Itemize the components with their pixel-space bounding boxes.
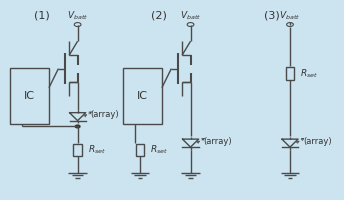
- Text: $R_{set}$: $R_{set}$: [88, 144, 106, 156]
- Circle shape: [75, 125, 80, 128]
- Text: (array): (array): [90, 110, 119, 119]
- FancyBboxPatch shape: [73, 144, 82, 156]
- FancyBboxPatch shape: [286, 67, 294, 80]
- Text: $R_{set}$: $R_{set}$: [150, 144, 168, 156]
- Text: $V_{batt}$: $V_{batt}$: [67, 9, 88, 22]
- Text: (array): (array): [303, 137, 331, 146]
- Text: $V_{batt}$: $V_{batt}$: [180, 9, 201, 22]
- Text: $V_{batt}$: $V_{batt}$: [279, 9, 301, 22]
- Text: IC: IC: [137, 91, 148, 101]
- Text: (1): (1): [34, 11, 50, 21]
- Text: IC: IC: [24, 91, 35, 101]
- Text: (3): (3): [264, 11, 279, 21]
- FancyBboxPatch shape: [123, 68, 162, 124]
- Text: $R_{set}$: $R_{set}$: [300, 67, 318, 80]
- Text: (2): (2): [151, 11, 166, 21]
- FancyBboxPatch shape: [10, 68, 49, 124]
- Text: (array): (array): [203, 137, 232, 146]
- FancyBboxPatch shape: [136, 144, 144, 156]
